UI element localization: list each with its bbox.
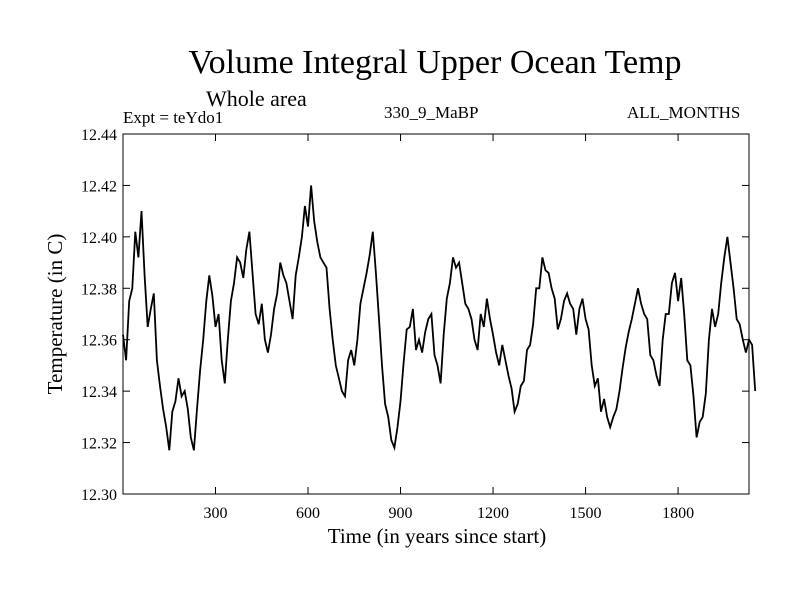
x-tick-label: 900: [389, 505, 413, 522]
y-tick-label: 12.36: [81, 333, 117, 350]
x-tick-label: 1500: [570, 505, 602, 522]
chart-subtitle: Whole area: [206, 86, 307, 111]
run-name-label: 330_9_MaBP: [384, 103, 479, 122]
x-tick-label: 1800: [662, 505, 694, 522]
plot-frame: [122, 133, 750, 495]
y-ticks: 12.30 12.32 12.34 12.36 12.38 12.40 12.42 12.44: [81, 127, 749, 504]
series-layer: [122, 185, 757, 452]
y-tick-label: 12.30: [81, 487, 117, 504]
y-tick-label: 12.38: [81, 281, 117, 298]
y-tick-label: 12.34: [81, 384, 117, 401]
chart-title: Volume Integral Upper Ocean Temp: [188, 44, 682, 81]
series-line-temperature: [122, 185, 757, 452]
x-tick-label: 1200: [477, 505, 509, 522]
x-axis-label: Time (in years since start): [328, 524, 547, 548]
y-axis-label: Temperature (in C): [43, 234, 67, 395]
y-tick-label: 12.42: [81, 178, 117, 195]
y-tick-label: 12.44: [81, 127, 117, 144]
x-tick-label: 300: [204, 505, 228, 522]
period-label: ALL_MONTHS: [627, 103, 741, 122]
x-tick-label: 600: [296, 505, 320, 522]
x-ticks: 300 600 900 1200 1500 1800: [204, 134, 694, 522]
experiment-label: Expt = teYdo1: [123, 108, 224, 127]
y-tick-label: 12.40: [81, 230, 117, 247]
y-tick-label: 12.32: [81, 436, 117, 453]
